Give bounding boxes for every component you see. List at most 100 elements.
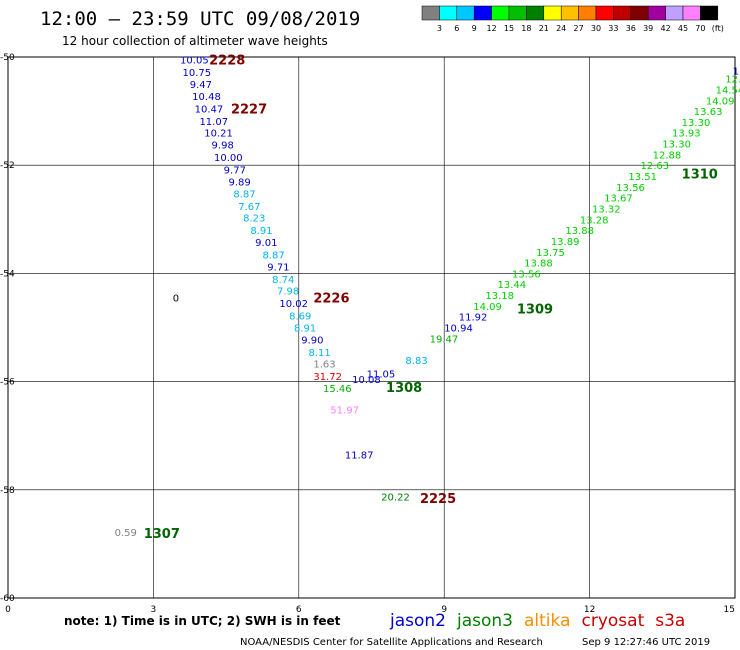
chart-subtitle: 12 hour collection of altimeter wave hei… bbox=[62, 34, 328, 48]
swh-observation: 13.67 bbox=[604, 194, 633, 205]
colorbar-swatch bbox=[526, 5, 545, 21]
colorbar-label: 45 bbox=[678, 24, 688, 33]
swh-observation: 9.98 bbox=[212, 141, 234, 152]
colorbar-label: 24 bbox=[556, 24, 566, 33]
swh-observation: 8.23 bbox=[243, 214, 265, 225]
swh-observation: 11 bbox=[733, 67, 740, 78]
swh-observation: 13.88 bbox=[565, 226, 594, 237]
colorbar-swatch bbox=[630, 5, 649, 21]
swh-observation: 10.47 bbox=[195, 104, 224, 115]
colorbar-swatch bbox=[508, 5, 527, 21]
swh-observation: 9.71 bbox=[267, 262, 289, 273]
y-axis-ticks: -50 -52 -54 -56 -58 -60 bbox=[0, 53, 15, 604]
x-tick-label: 15 bbox=[724, 605, 735, 615]
plot-grid bbox=[8, 57, 735, 598]
swh-observation: 13.88 bbox=[524, 259, 553, 270]
pass-labels: 2228 2227 2226 2225 1310 1309 1308 1307 bbox=[144, 54, 718, 542]
x-tick-label: 12 bbox=[584, 605, 595, 615]
swh-observation: 13.32 bbox=[592, 204, 621, 215]
colorbar-label: 42 bbox=[661, 24, 671, 33]
swh-observation: 51.97 bbox=[330, 406, 359, 417]
swh-observation: 13.28 bbox=[580, 215, 609, 226]
pass-number-label: 2225 bbox=[420, 492, 456, 507]
x-tick-label: 3 bbox=[151, 605, 157, 615]
footer-timestamp: Sep 9 12:27:46 UTC 2019 bbox=[582, 637, 710, 648]
swh-observation: 12.63 bbox=[640, 161, 669, 172]
y-tick-label: -56 bbox=[0, 378, 15, 388]
swh-observation: 9.01 bbox=[255, 238, 277, 249]
satellite-altika: altika bbox=[524, 611, 571, 631]
satellite-s3a: s3a bbox=[655, 611, 685, 631]
swh-observation: 10.00 bbox=[214, 153, 243, 164]
colorbar-swatch bbox=[421, 5, 440, 21]
swh-observation: 10.02 bbox=[279, 299, 308, 310]
swh-observation: 9.77 bbox=[224, 166, 246, 177]
colorbar-label: 27 bbox=[574, 24, 584, 33]
swh-observation: 13.93 bbox=[672, 129, 701, 140]
swh-observation: 13.30 bbox=[682, 118, 711, 129]
swh-observation: 13.63 bbox=[694, 107, 723, 118]
swh-observation: 14.09 bbox=[706, 96, 735, 107]
swh-observation: 8.91 bbox=[294, 324, 316, 335]
colorbar-swatch bbox=[595, 5, 614, 21]
swh-observation: 8.87 bbox=[262, 250, 284, 261]
swh-observation: 13.89 bbox=[551, 237, 580, 248]
x-tick-label: 6 bbox=[296, 605, 302, 615]
swh-observation: 12.88 bbox=[653, 150, 682, 161]
colorbar-swatch bbox=[665, 5, 684, 21]
swh-observation: 0.59 bbox=[115, 528, 137, 539]
satellite-jason3: jason3 bbox=[456, 611, 513, 631]
swh-observation: 10.08 bbox=[352, 375, 381, 386]
footer-credit: NOAA/NESDIS Center for Satellite Applica… bbox=[240, 637, 543, 648]
colorbar-swatch bbox=[613, 5, 632, 21]
colorbar-swatch bbox=[456, 5, 475, 21]
swh-observation: 7.98 bbox=[277, 287, 299, 298]
colorbar-label: 9 bbox=[472, 24, 477, 33]
pass-number-label: 1308 bbox=[386, 381, 422, 396]
colorbar-swatch bbox=[647, 5, 666, 21]
swh-observation: 7.67 bbox=[238, 202, 260, 213]
swh-observation: 10.75 bbox=[182, 68, 211, 79]
colorbar-label: 21 bbox=[539, 24, 549, 33]
swh-observation: 13.18 bbox=[485, 291, 514, 302]
swh-observation: 10.94 bbox=[444, 324, 473, 335]
swh-observation: 11.87 bbox=[345, 451, 374, 462]
colorbar-swatch bbox=[439, 5, 458, 21]
colorbar-label: 33 bbox=[608, 24, 618, 33]
colorbar-label: 36 bbox=[626, 24, 636, 33]
swh-observation: 13.44 bbox=[498, 280, 527, 291]
swh-observation: 13.56 bbox=[616, 183, 645, 194]
swh-observation: 8.11 bbox=[308, 348, 330, 359]
units-note: note: 1) Time is in UTC; 2) SWH is in fe… bbox=[64, 614, 341, 628]
pass-number-label: 2227 bbox=[231, 102, 267, 117]
colorbar-label: (ft) bbox=[712, 24, 724, 33]
swh-observation: 12.03 bbox=[725, 75, 740, 86]
y-tick-label: -54 bbox=[0, 269, 15, 279]
colorbar-label: 70 bbox=[695, 24, 705, 33]
colorbar-swatch bbox=[578, 5, 597, 21]
colorbar-label: 15 bbox=[504, 24, 514, 33]
colorbar-label: 39 bbox=[643, 24, 653, 33]
plot-frame bbox=[7, 56, 736, 599]
satellite-legend: jason2 jason3 altika cryosat s3a bbox=[389, 611, 685, 631]
y-tick-label: -58 bbox=[0, 486, 15, 496]
swh-observation: 10.48 bbox=[192, 92, 221, 103]
swh-observation: 20.22 bbox=[381, 492, 410, 503]
swh-observation: 11.07 bbox=[199, 117, 228, 128]
swh-observation: 13.56 bbox=[512, 269, 541, 280]
colorbar-swatch bbox=[473, 5, 492, 21]
swh-observation: 19.47 bbox=[430, 334, 459, 345]
swh-observation: 11.92 bbox=[459, 313, 488, 324]
pass-number-label: 2226 bbox=[313, 292, 349, 307]
colorbar-label: 3 bbox=[437, 24, 442, 33]
y-tick-label: -60 bbox=[0, 594, 15, 604]
colorbar-label: 30 bbox=[591, 24, 601, 33]
pass-number-label: 1309 bbox=[517, 303, 553, 318]
swh-observation: 8.69 bbox=[289, 312, 311, 323]
swh-observation: 9.89 bbox=[229, 177, 251, 188]
swh-observation: 1.63 bbox=[313, 360, 335, 371]
x-tick-label: 9 bbox=[441, 605, 447, 615]
x-axis-ticks: 0 3 6 9 12 15 bbox=[5, 605, 735, 615]
swh-observation: 9.90 bbox=[301, 335, 323, 346]
